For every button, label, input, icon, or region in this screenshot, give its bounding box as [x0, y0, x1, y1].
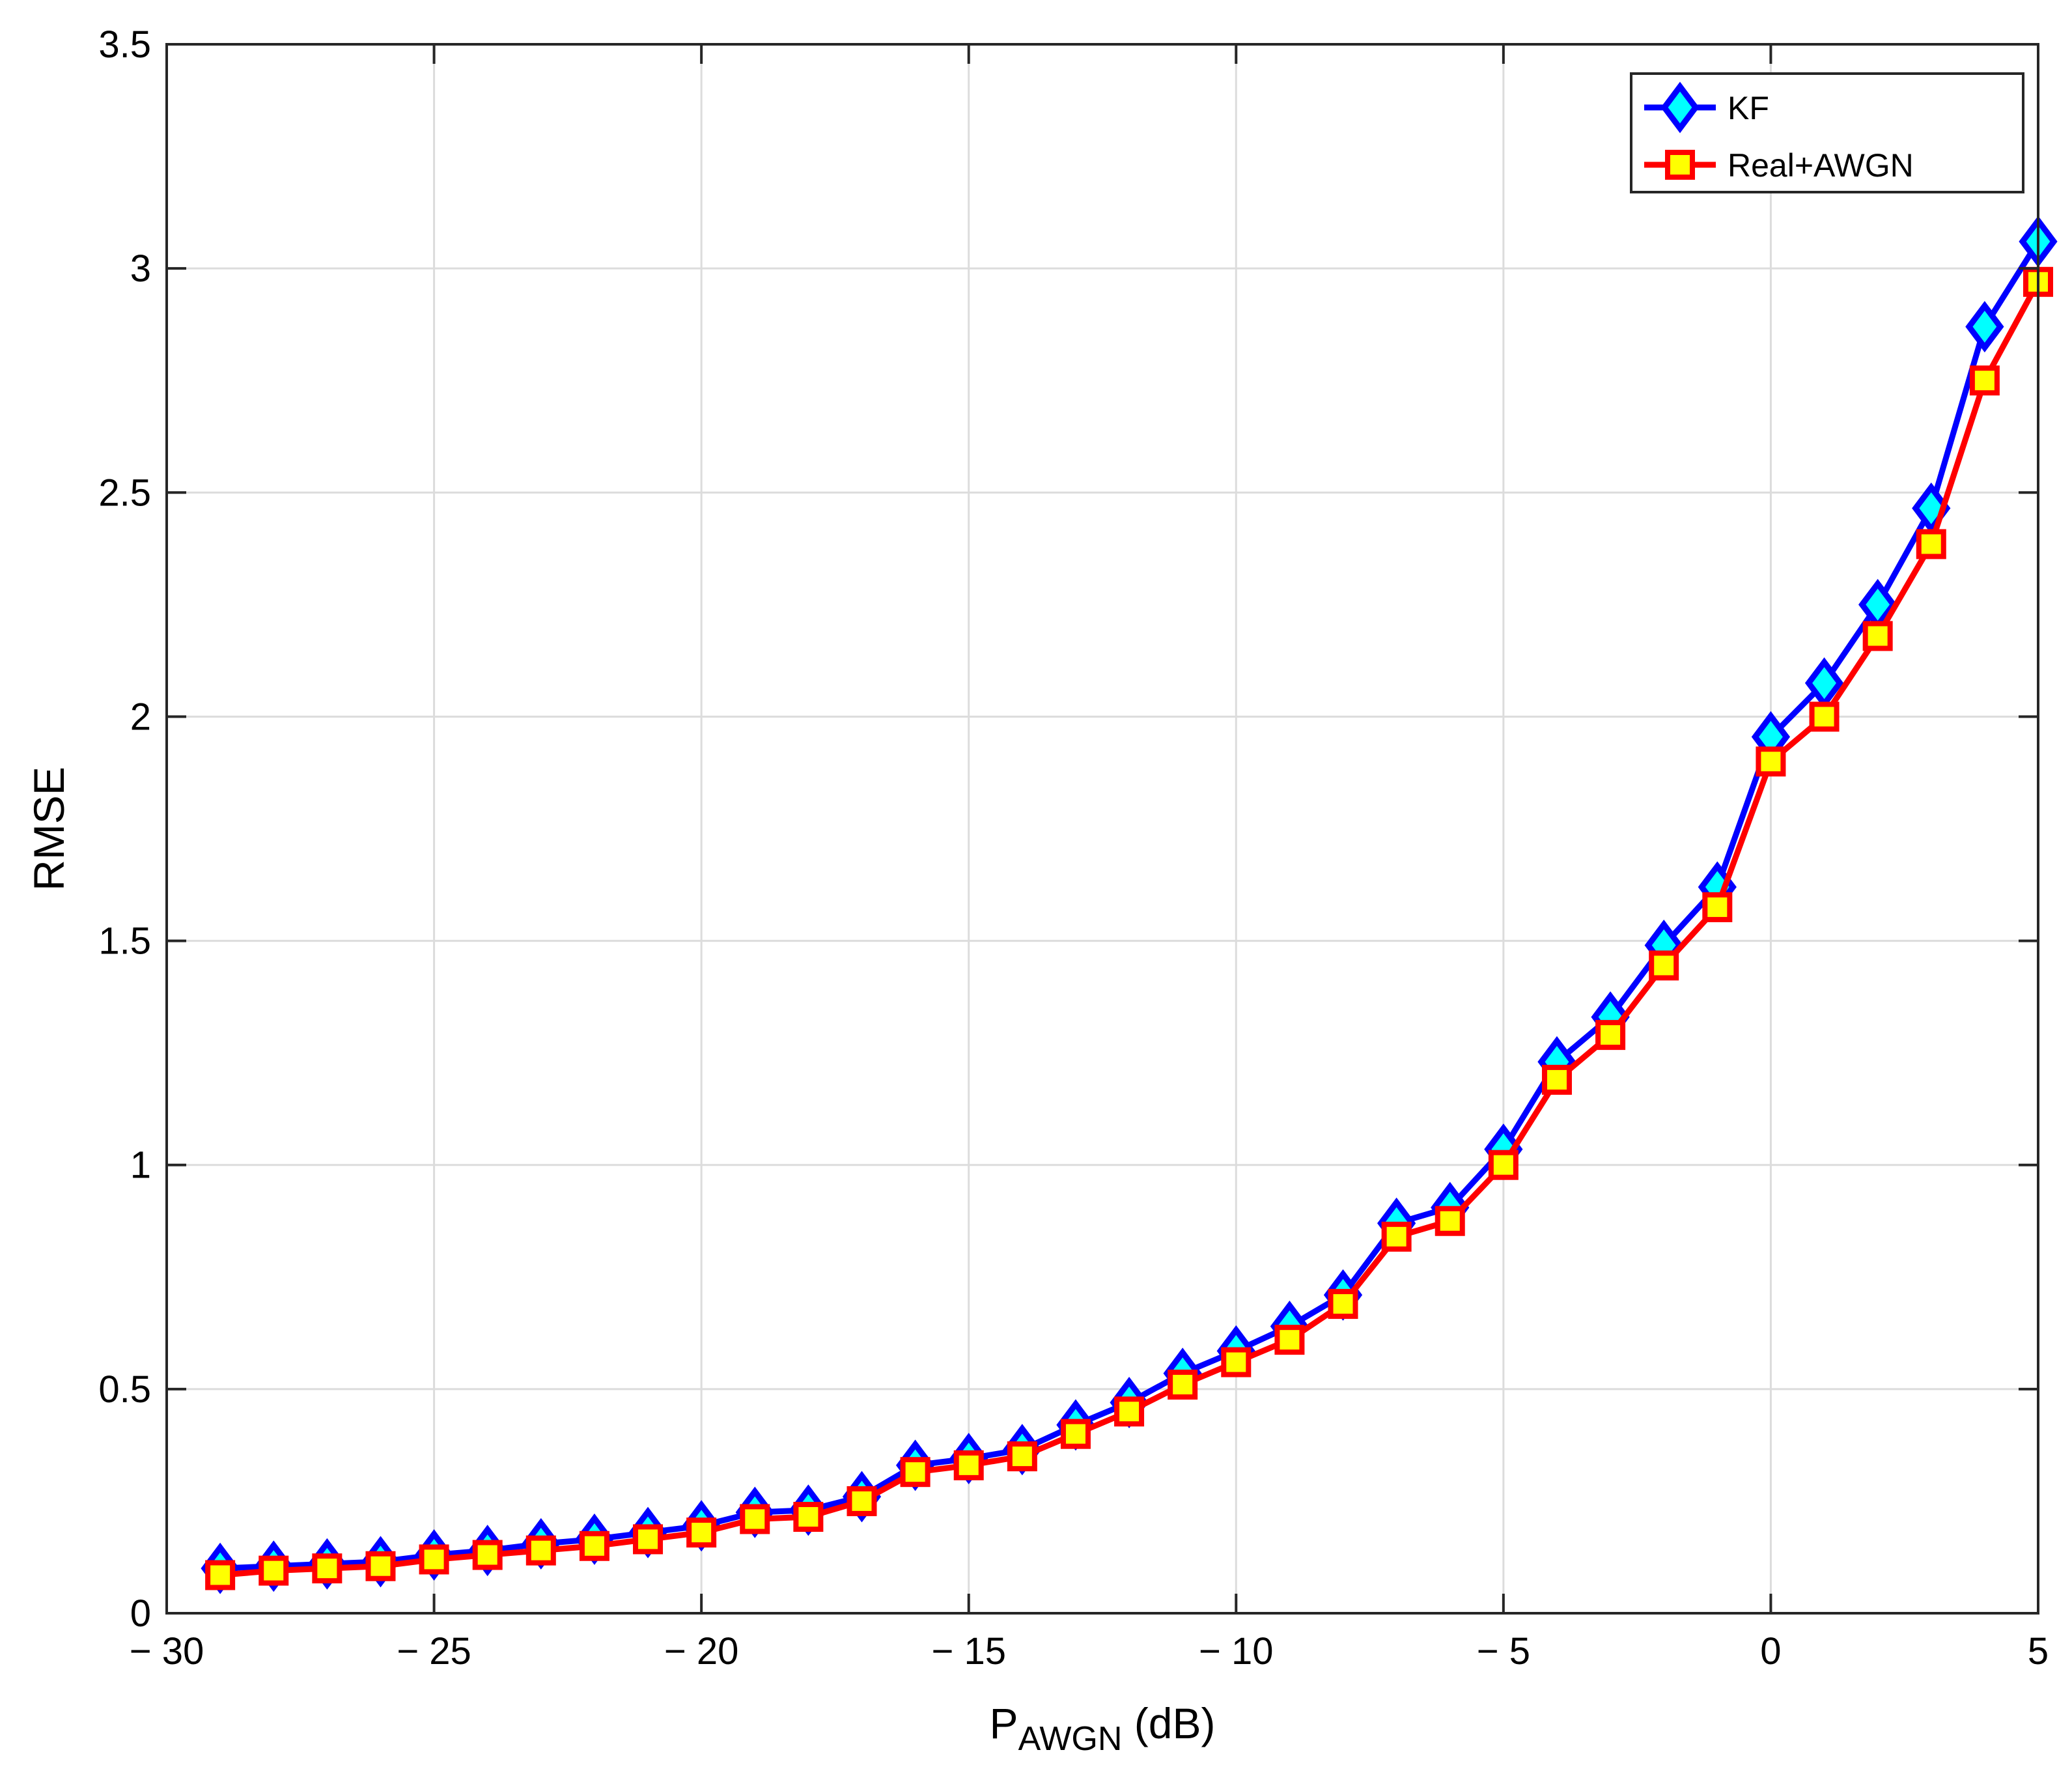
data-series — [201, 216, 2058, 1594]
legend: KF Real+AWGN — [1630, 72, 2024, 193]
grid-lines — [167, 44, 2038, 1613]
x-tick-label-6: 0 — [1760, 1630, 1781, 1672]
y-tick-label-5: 2.5 — [98, 472, 151, 514]
series-1-point-20 — [1274, 1325, 1305, 1355]
series-1-point-6 — [525, 1535, 556, 1566]
series-1-point-4 — [419, 1544, 449, 1575]
y-tick-label-1: 0.5 — [98, 1368, 151, 1411]
legend-label-0: KF — [1728, 90, 1769, 126]
legend-box — [1630, 72, 2024, 193]
series-1-point-11 — [793, 1502, 824, 1532]
x-axis-label-unit: (dB) — [1122, 1699, 1215, 1747]
series-1-point-15 — [1007, 1441, 1037, 1472]
x-axis-label-main: P — [990, 1699, 1018, 1747]
legend-label-1: Real+AWGN — [1728, 147, 1914, 184]
x-axis-label-subscript: AWGN — [1018, 1720, 1123, 1758]
x-axis-label: PAWGN (dB) — [990, 1699, 1216, 1758]
series-1-point-14 — [953, 1450, 984, 1480]
series-1-point-12 — [847, 1486, 877, 1516]
series-1-point-18 — [1168, 1369, 1198, 1400]
series-1-point-13 — [900, 1457, 931, 1488]
series-1-point-31 — [1862, 621, 1893, 651]
series-1-point-19 — [1221, 1347, 1252, 1377]
series-1-point-27 — [1649, 950, 1679, 981]
series-1-point-0 — [205, 1560, 236, 1590]
x-tick-label-7: 5 — [2028, 1630, 2049, 1672]
plot-frame — [165, 43, 2039, 1615]
y-tick-label-7: 3.5 — [98, 23, 151, 66]
series-1-point-33 — [1969, 365, 2000, 396]
y-tick-label-4: 2 — [130, 696, 151, 738]
series-1-point-23 — [1435, 1206, 1465, 1236]
x-tick-label-1: − 25 — [397, 1630, 471, 1672]
series-1-point-17 — [1114, 1396, 1145, 1427]
series-1-point-30 — [1809, 701, 1840, 732]
series-1-point-22 — [1381, 1221, 1412, 1252]
series-1-point-25 — [1541, 1064, 1572, 1095]
x-tick-label-2: − 20 — [664, 1630, 739, 1672]
series-1-point-21 — [1328, 1289, 1358, 1319]
series-1-point-9 — [686, 1517, 717, 1548]
series-1-point-7 — [579, 1531, 609, 1561]
x-tick-label-5: − 5 — [1477, 1630, 1530, 1672]
y-tick-label-0: 0 — [130, 1592, 151, 1635]
y-tick-label-3: 1.5 — [98, 920, 151, 963]
x-tick-label-0: − 30 — [130, 1630, 204, 1672]
series-1-point-32 — [1916, 529, 1946, 559]
axis-ticks: − 30 − 25 − 20 − 15 − 10 − 5 0 5 0 0.5 1 1.5 2 2.5 3 3.… — [98, 23, 2049, 1672]
series-1-point-26 — [1595, 1020, 1626, 1051]
series-1-point-2 — [312, 1553, 343, 1584]
series-1-point-29 — [1756, 746, 1786, 777]
y-tick-label-2: 1 — [130, 1144, 151, 1187]
y-tick-label-6: 3 — [130, 247, 151, 290]
series-1-point-16 — [1060, 1418, 1091, 1449]
legend-marker-0 — [1660, 81, 1700, 134]
series-1-point-28 — [1702, 892, 1733, 922]
series-1-point-8 — [633, 1524, 664, 1555]
series-1-point-1 — [259, 1555, 289, 1586]
series-1-point-3 — [365, 1551, 396, 1581]
series-0-point-33 — [1965, 301, 2004, 353]
y-axis-label: RMSE — [25, 767, 73, 891]
x-tick-label-4: − 10 — [1199, 1630, 1274, 1672]
series-1 — [205, 266, 2053, 1590]
x-tick-label-3: − 15 — [931, 1630, 1006, 1672]
series-1-point-10 — [740, 1504, 770, 1534]
legend-marker-1 — [1665, 150, 1695, 180]
series-1-point-5 — [472, 1540, 503, 1570]
series-1-point-24 — [1488, 1150, 1519, 1180]
